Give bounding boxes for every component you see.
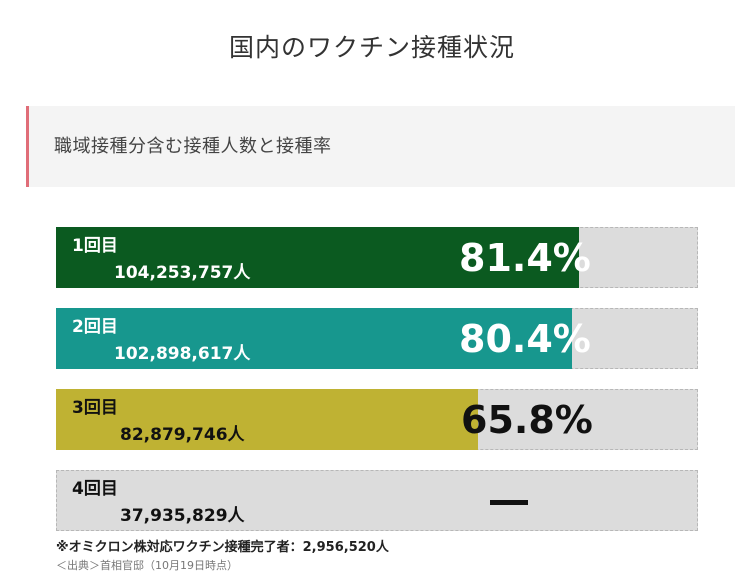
dose-label-2: 2回目 bbox=[72, 317, 118, 337]
bar-dose-2: 2回目 102,898,617人 80.4% bbox=[56, 308, 698, 369]
people-count-1: 104,253,757人 bbox=[114, 263, 251, 283]
rate-label-3: 65.8% bbox=[461, 398, 593, 442]
subtitle: 職域接種分含む接種人数と接種率 bbox=[54, 136, 332, 157]
rate-label-2: 80.4% bbox=[459, 317, 591, 361]
people-count-3: 82,879,746人 bbox=[120, 425, 245, 445]
rate-label-1: 81.4% bbox=[459, 236, 591, 280]
dose-label-3: 3回目 bbox=[72, 398, 118, 418]
bar-fill-dose-1 bbox=[56, 227, 579, 288]
people-count-2: 102,898,617人 bbox=[114, 344, 251, 364]
bar-dose-4: 4回目 37,935,829人 bbox=[56, 470, 698, 531]
dose-label-1: 1回目 bbox=[72, 236, 118, 256]
page-title: 国内のワクチン接種状況 bbox=[228, 33, 515, 62]
subtitle-box: 職域接種分含む接種人数と接種率 bbox=[26, 106, 735, 187]
dose-label-4: 4回目 bbox=[72, 479, 118, 499]
bar-fill-dose-3 bbox=[56, 389, 478, 450]
source-note: ＜出典＞首相官邸（10月19日時点） bbox=[56, 559, 238, 572]
bar-track bbox=[56, 470, 698, 531]
rate-not-available-dash bbox=[490, 500, 528, 505]
bar-dose-3: 3回目 82,879,746人 65.8% bbox=[56, 389, 698, 450]
bar-fill-dose-2 bbox=[56, 308, 572, 369]
people-count-4: 37,935,829人 bbox=[120, 506, 245, 526]
omicron-note: ※オミクロン株対応ワクチン接種完了者：2,956,520人 bbox=[56, 540, 389, 555]
bar-dose-1: 1回目 104,253,757人 81.4% bbox=[56, 227, 698, 288]
